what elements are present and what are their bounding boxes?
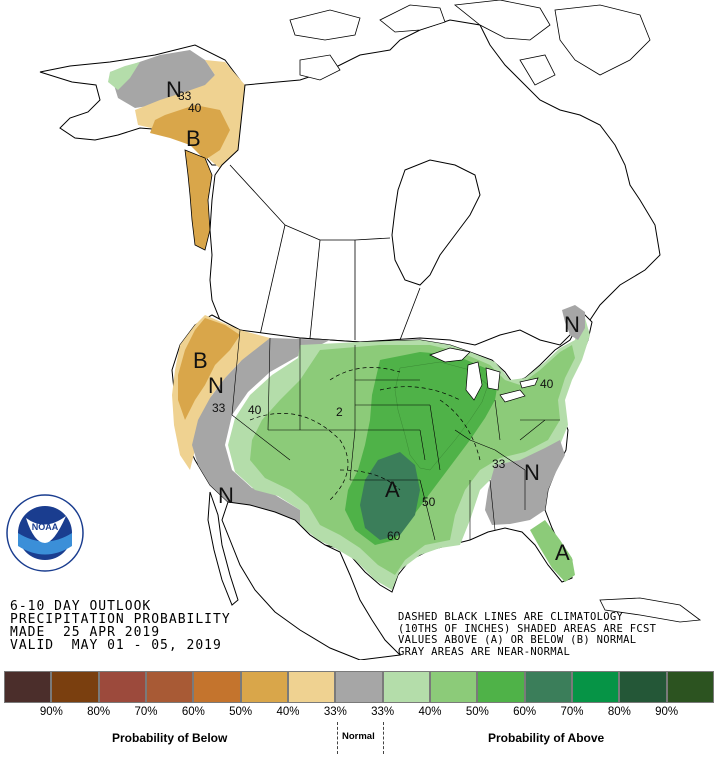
contour-label: 40	[188, 101, 202, 115]
noaa-logo-text: NOAA	[32, 522, 59, 532]
legend-label: 33%	[323, 706, 347, 718]
legend-swatch	[4, 671, 52, 703]
normal-letter-west: N	[208, 373, 224, 398]
note-line: (10THS OF INCHES) SHADED AREAS ARE FCST	[398, 622, 657, 635]
legend-swatch	[382, 671, 430, 703]
legend-label: 90%	[39, 706, 63, 718]
above-letter-florida: A	[555, 540, 570, 565]
valid-dates: VALID MAY 01 - 05, 2019	[10, 638, 222, 653]
legend-swatch	[98, 671, 146, 703]
contour-label: 33	[492, 457, 506, 471]
contour-label: 60	[387, 529, 401, 543]
caribbean	[599, 597, 702, 623]
climatology-lines	[249, 367, 481, 501]
legend-swatch	[335, 671, 383, 703]
legend-swatch	[240, 671, 288, 703]
contour-label: 2	[336, 405, 343, 419]
normal-letter-alaska: N	[166, 77, 182, 102]
map-notes: DASHED BLACK LINES ARE CLIMATOLOGY (10THS…	[398, 611, 657, 658]
note-line: GRAY AREAS ARE NEAR-NORMAL	[398, 645, 571, 658]
legend-swatch	[145, 671, 194, 703]
mexico-land	[207, 491, 402, 660]
outlook-type: PRECIPITATION PROBABILITY	[10, 612, 231, 627]
normal-divider-right	[383, 722, 384, 754]
legend-swatch	[477, 671, 525, 703]
outlook-title-block: 6-10 DAY OUTLOOK PRECIPITATION PROBABILIT…	[10, 600, 231, 652]
great-lakes	[429, 347, 539, 403]
legend-swatch	[666, 671, 714, 703]
outlook-title: 6-10 DAY OUTLOOK	[10, 599, 152, 614]
legend-swatch	[571, 671, 620, 703]
legend-swatch	[51, 671, 99, 703]
contour-label: 33	[178, 89, 192, 103]
legend-swatch	[524, 671, 572, 703]
note-line: DASHED BLACK LINES ARE CLIMATOLOGY	[398, 611, 624, 623]
below-caption: Probability of Below	[112, 731, 228, 745]
legend-swatch	[287, 671, 336, 703]
note-line: VALUES ABOVE (A) OR BELOW (B) NORMAL	[398, 634, 637, 646]
made-date: MADE 25 APR 2019	[10, 625, 161, 640]
normal-letter-southeast: N	[524, 460, 540, 485]
legend-swatch	[429, 671, 478, 703]
florida-above	[530, 520, 575, 582]
above-caption: Probability of Above	[488, 731, 605, 745]
legend-swatch	[193, 671, 241, 703]
legend-label: 40%	[276, 706, 300, 718]
normal-letter-southwest: N	[218, 483, 234, 508]
legend-label: 50%	[465, 706, 489, 718]
normal-divider-left	[337, 722, 338, 754]
contour-label: 40	[248, 403, 262, 417]
normal-letter-northeast: N	[564, 312, 580, 337]
contour-label: 40	[540, 377, 554, 391]
legend-label: 80%	[607, 706, 631, 718]
legend-label: 50%	[229, 706, 253, 718]
alaska-below-40	[150, 105, 230, 160]
contour-label: 50	[422, 495, 436, 509]
noaa-logo: NOAA	[6, 494, 84, 572]
legend-label: 80%	[87, 706, 111, 718]
above-letter-central: A	[385, 477, 400, 502]
legend-label: 90%	[655, 706, 679, 718]
legend-label: 60%	[513, 706, 537, 718]
legend-label: 40%	[418, 706, 442, 718]
west-near-normal	[192, 338, 330, 525]
pnw-below-40	[178, 318, 240, 420]
arctic-islands	[289, 0, 651, 86]
normal-caption: Normal	[342, 731, 375, 742]
province-lines	[229, 164, 421, 341]
above-70	[360, 452, 420, 540]
contour-label: 33	[212, 401, 226, 415]
legend-swatch	[619, 671, 667, 703]
probability-legend	[4, 671, 714, 703]
outlook-map: B B A A N N N N N 33 40 33 40 2 50 60 40…	[39, 0, 702, 660]
hudson-bay	[391, 159, 481, 286]
state-lines	[231, 329, 560, 541]
legend-label: 33%	[371, 706, 395, 718]
below-letter-oregon: B	[193, 348, 208, 373]
below-letter-alaska: B	[186, 126, 201, 151]
legend-label: 70%	[134, 706, 158, 718]
legend-label: 60%	[181, 706, 205, 718]
legend-label: 70%	[560, 706, 584, 718]
alaska-above-33	[108, 62, 140, 90]
ak-panhandle-below	[184, 149, 213, 251]
ne-near-normal	[562, 305, 585, 340]
